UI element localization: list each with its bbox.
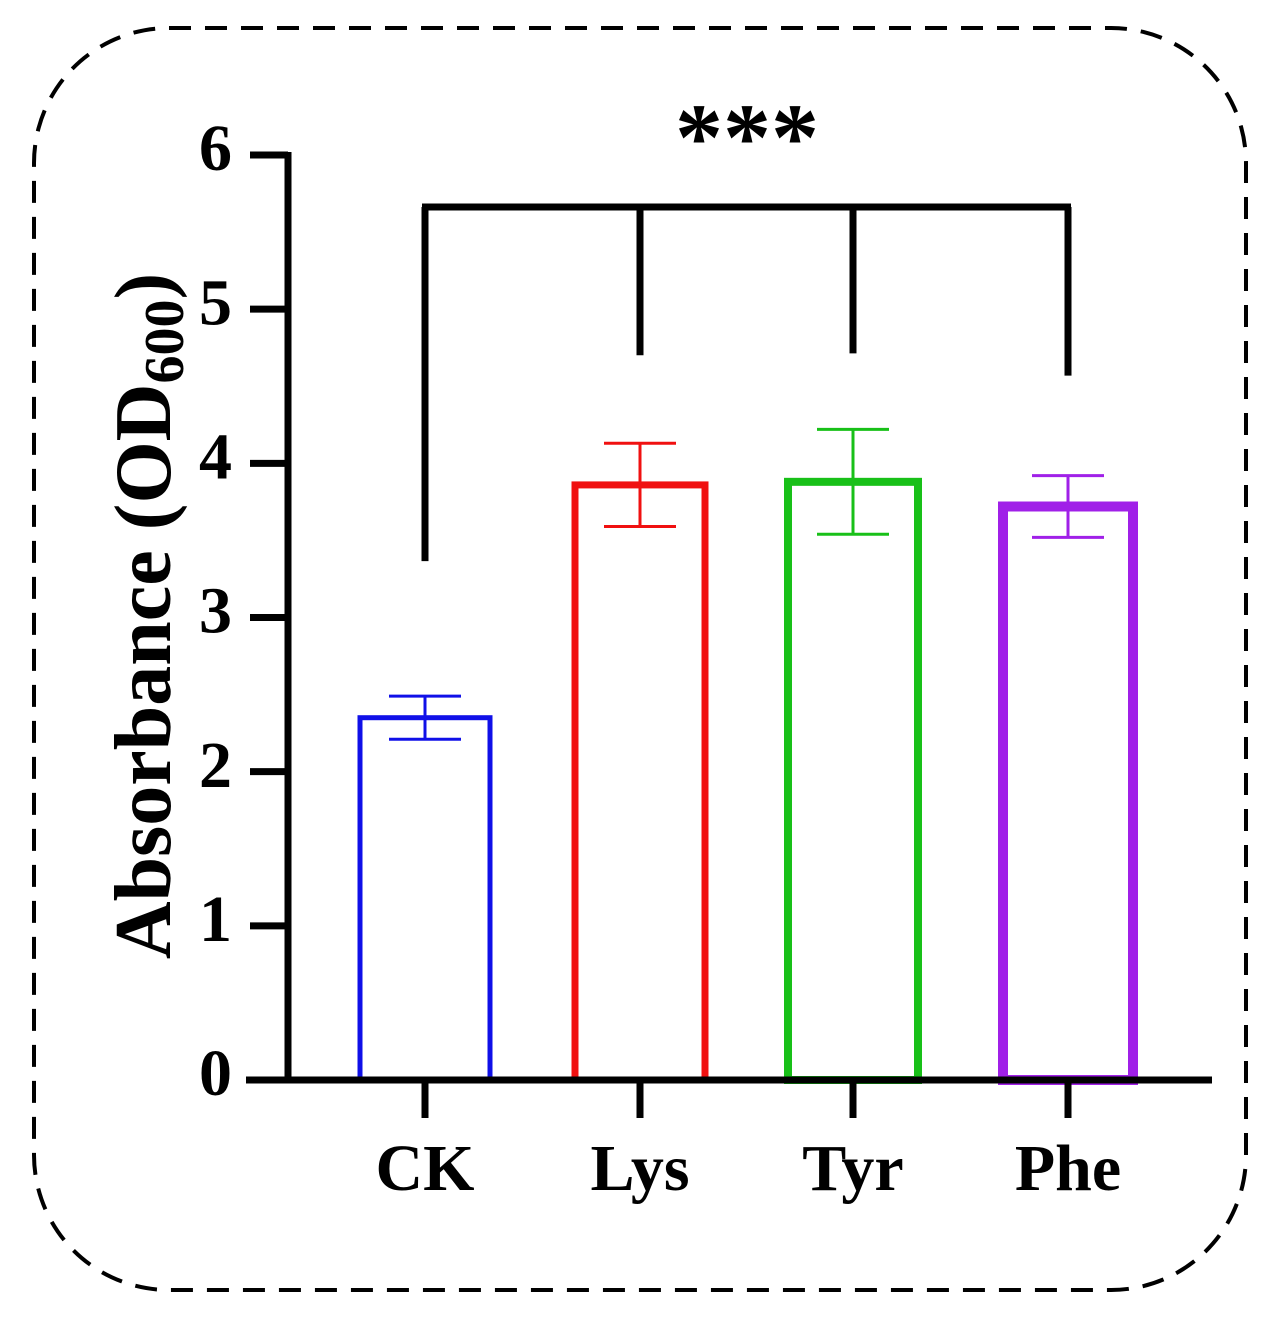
bar-ck [357,715,493,1083]
y-axis-label-close: ) [100,273,188,300]
y-tick-label-3: 3 [199,575,232,648]
y-tick-label-6: 6 [199,112,232,185]
y-tick-label-4: 4 [199,420,232,493]
y-tick-label-1: 1 [199,883,232,956]
x-tick-labels: CK Lys Tyr Phe [376,1132,1122,1205]
y-tick-label-0: 0 [199,1037,232,1110]
y-axis-label: Absorbance (OD600) [100,273,196,959]
y-tick-label-5: 5 [199,266,232,339]
bar-tyr [784,477,922,1085]
x-tick-label-lys: Lys [590,1132,689,1205]
bar-phe [998,501,1138,1085]
x-tick-label-phe: Phe [1015,1132,1121,1205]
x-tick-label-ck: CK [376,1132,475,1205]
significance-label: *** [675,84,819,191]
significance-bracket: *** [421,84,1072,562]
y-axis-label-subscript: 600 [134,300,196,384]
y-axis-label-main: Absorbance (OD [100,384,188,960]
y-tick-label-2: 2 [199,729,232,802]
y-ticks: 0 1 2 3 4 5 6 [199,112,288,1110]
bar-lys [571,481,709,1084]
dashed-frame [32,26,1248,1292]
bars [357,477,1138,1085]
x-tick-label-tyr: Tyr [802,1132,903,1205]
svg-text:Absorbance (OD600): Absorbance (OD600) [100,273,196,959]
error-bars [389,427,1104,741]
